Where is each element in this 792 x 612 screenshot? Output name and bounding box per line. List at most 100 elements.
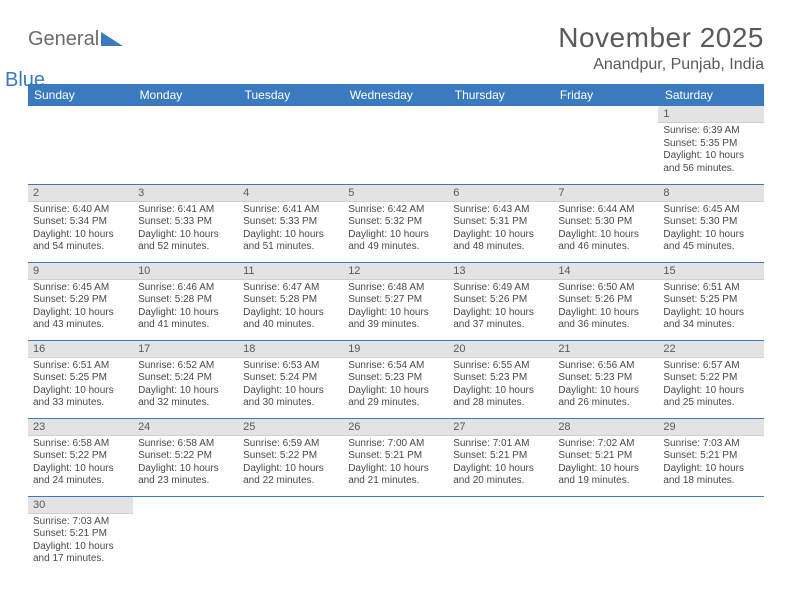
- calendar-body: ............1Sunrise: 6:39 AMSunset: 5:3…: [28, 106, 764, 574]
- day-details: Sunrise: 6:59 AMSunset: 5:22 PMDaylight:…: [238, 436, 343, 491]
- day-details: Sunrise: 6:54 AMSunset: 5:23 PMDaylight:…: [343, 358, 448, 413]
- day-number: 20: [448, 341, 553, 358]
- header: General Blue November 2025 Anandpur, Pun…: [28, 22, 764, 74]
- calendar-cell: ..: [238, 106, 343, 184]
- day-number: 19: [343, 341, 448, 358]
- day-details: Sunrise: 6:58 AMSunset: 5:22 PMDaylight:…: [133, 436, 238, 491]
- day-details: Sunrise: 7:00 AMSunset: 5:21 PMDaylight:…: [343, 436, 448, 491]
- day-details: Sunrise: 7:02 AMSunset: 5:21 PMDaylight:…: [553, 436, 658, 491]
- day-number: 28: [553, 419, 658, 436]
- day-details: Sunrise: 6:44 AMSunset: 5:30 PMDaylight:…: [553, 202, 658, 257]
- calendar-cell: ..: [343, 106, 448, 184]
- calendar-cell: ..: [343, 496, 448, 574]
- day-details: Sunrise: 6:50 AMSunset: 5:26 PMDaylight:…: [553, 280, 658, 335]
- day-number: 15: [658, 263, 763, 280]
- calendar-cell: ..: [133, 496, 238, 574]
- calendar-cell: 1Sunrise: 6:39 AMSunset: 5:35 PMDaylight…: [658, 106, 763, 184]
- day-details: Sunrise: 6:53 AMSunset: 5:24 PMDaylight:…: [238, 358, 343, 413]
- calendar-cell: 13Sunrise: 6:49 AMSunset: 5:26 PMDayligh…: [448, 262, 553, 340]
- day-details: Sunrise: 6:43 AMSunset: 5:31 PMDaylight:…: [448, 202, 553, 257]
- calendar-cell: 22Sunrise: 6:57 AMSunset: 5:22 PMDayligh…: [658, 340, 763, 418]
- day-number: 11: [238, 263, 343, 280]
- calendar-cell: 26Sunrise: 7:00 AMSunset: 5:21 PMDayligh…: [343, 418, 448, 496]
- day-details: Sunrise: 6:52 AMSunset: 5:24 PMDaylight:…: [133, 358, 238, 413]
- weekday-header: Tuesday: [238, 84, 343, 106]
- weekday-header: Saturday: [658, 84, 763, 106]
- day-details: Sunrise: 6:42 AMSunset: 5:32 PMDaylight:…: [343, 202, 448, 257]
- calendar-cell: ..: [553, 496, 658, 574]
- page-title: November 2025: [558, 22, 764, 54]
- calendar-cell: 21Sunrise: 6:56 AMSunset: 5:23 PMDayligh…: [553, 340, 658, 418]
- calendar-cell: 25Sunrise: 6:59 AMSunset: 5:22 PMDayligh…: [238, 418, 343, 496]
- day-details: Sunrise: 6:41 AMSunset: 5:33 PMDaylight:…: [133, 202, 238, 257]
- day-details: Sunrise: 6:46 AMSunset: 5:28 PMDaylight:…: [133, 280, 238, 335]
- calendar-cell: 16Sunrise: 6:51 AMSunset: 5:25 PMDayligh…: [28, 340, 133, 418]
- day-details: Sunrise: 6:49 AMSunset: 5:26 PMDaylight:…: [448, 280, 553, 335]
- weekday-header: Thursday: [448, 84, 553, 106]
- day-number: 24: [133, 419, 238, 436]
- day-number: 5: [343, 185, 448, 202]
- day-details: Sunrise: 6:56 AMSunset: 5:23 PMDaylight:…: [553, 358, 658, 413]
- location-subtitle: Anandpur, Punjab, India: [558, 56, 764, 74]
- day-number: 2: [28, 185, 133, 202]
- sail-icon: [101, 32, 123, 46]
- day-details: Sunrise: 6:39 AMSunset: 5:35 PMDaylight:…: [658, 123, 763, 178]
- calendar-cell: ..: [553, 106, 658, 184]
- day-number: 22: [658, 341, 763, 358]
- calendar-cell: 19Sunrise: 6:54 AMSunset: 5:23 PMDayligh…: [343, 340, 448, 418]
- day-number: 7: [553, 185, 658, 202]
- day-details: Sunrise: 6:55 AMSunset: 5:23 PMDaylight:…: [448, 358, 553, 413]
- calendar-cell: 30Sunrise: 7:03 AMSunset: 5:21 PMDayligh…: [28, 496, 133, 574]
- day-number: 26: [343, 419, 448, 436]
- calendar-cell: 29Sunrise: 7:03 AMSunset: 5:21 PMDayligh…: [658, 418, 763, 496]
- calendar-cell: 2Sunrise: 6:40 AMSunset: 5:34 PMDaylight…: [28, 184, 133, 262]
- calendar-cell: 12Sunrise: 6:48 AMSunset: 5:27 PMDayligh…: [343, 262, 448, 340]
- calendar-cell: 20Sunrise: 6:55 AMSunset: 5:23 PMDayligh…: [448, 340, 553, 418]
- calendar-cell: ..: [448, 496, 553, 574]
- day-number: 17: [133, 341, 238, 358]
- calendar-cell: ..: [658, 496, 763, 574]
- calendar-cell: ..: [448, 106, 553, 184]
- logo: General Blue: [28, 22, 123, 74]
- day-details: Sunrise: 7:03 AMSunset: 5:21 PMDaylight:…: [658, 436, 763, 491]
- calendar-cell: 3Sunrise: 6:41 AMSunset: 5:33 PMDaylight…: [133, 184, 238, 262]
- day-number: 12: [343, 263, 448, 280]
- day-number: 3: [133, 185, 238, 202]
- day-details: Sunrise: 6:58 AMSunset: 5:22 PMDaylight:…: [28, 436, 133, 491]
- calendar-cell: 5Sunrise: 6:42 AMSunset: 5:32 PMDaylight…: [343, 184, 448, 262]
- day-number: 8: [658, 185, 763, 202]
- calendar-cell: 18Sunrise: 6:53 AMSunset: 5:24 PMDayligh…: [238, 340, 343, 418]
- day-details: Sunrise: 6:48 AMSunset: 5:27 PMDaylight:…: [343, 280, 448, 335]
- calendar-cell: 23Sunrise: 6:58 AMSunset: 5:22 PMDayligh…: [28, 418, 133, 496]
- day-number: 18: [238, 341, 343, 358]
- day-number: 13: [448, 263, 553, 280]
- day-number: 16: [28, 341, 133, 358]
- day-number: 10: [133, 263, 238, 280]
- day-details: Sunrise: 6:40 AMSunset: 5:34 PMDaylight:…: [28, 202, 133, 257]
- calendar-page: General Blue November 2025 Anandpur, Pun…: [0, 0, 792, 584]
- weekday-header: Wednesday: [343, 84, 448, 106]
- day-details: Sunrise: 6:57 AMSunset: 5:22 PMDaylight:…: [658, 358, 763, 413]
- calendar-cell: 27Sunrise: 7:01 AMSunset: 5:21 PMDayligh…: [448, 418, 553, 496]
- day-number: 6: [448, 185, 553, 202]
- calendar-table: SundayMondayTuesdayWednesdayThursdayFrid…: [28, 84, 764, 574]
- calendar-cell: 24Sunrise: 6:58 AMSunset: 5:22 PMDayligh…: [133, 418, 238, 496]
- day-details: Sunrise: 6:41 AMSunset: 5:33 PMDaylight:…: [238, 202, 343, 257]
- day-details: Sunrise: 6:45 AMSunset: 5:29 PMDaylight:…: [28, 280, 133, 335]
- day-number: 23: [28, 419, 133, 436]
- logo-text-blue: Blue: [5, 69, 45, 91]
- day-details: Sunrise: 7:03 AMSunset: 5:21 PMDaylight:…: [28, 514, 133, 569]
- weekday-header: Friday: [553, 84, 658, 106]
- day-details: Sunrise: 6:45 AMSunset: 5:30 PMDaylight:…: [658, 202, 763, 257]
- day-number: 9: [28, 263, 133, 280]
- title-block: November 2025 Anandpur, Punjab, India: [558, 22, 764, 74]
- calendar-cell: 6Sunrise: 6:43 AMSunset: 5:31 PMDaylight…: [448, 184, 553, 262]
- day-number: 21: [553, 341, 658, 358]
- day-number: 29: [658, 419, 763, 436]
- calendar-cell: 9Sunrise: 6:45 AMSunset: 5:29 PMDaylight…: [28, 262, 133, 340]
- logo-text-general: General: [28, 28, 99, 50]
- calendar-cell: 7Sunrise: 6:44 AMSunset: 5:30 PMDaylight…: [553, 184, 658, 262]
- day-number: 27: [448, 419, 553, 436]
- day-details: Sunrise: 6:51 AMSunset: 5:25 PMDaylight:…: [658, 280, 763, 335]
- day-details: Sunrise: 6:47 AMSunset: 5:28 PMDaylight:…: [238, 280, 343, 335]
